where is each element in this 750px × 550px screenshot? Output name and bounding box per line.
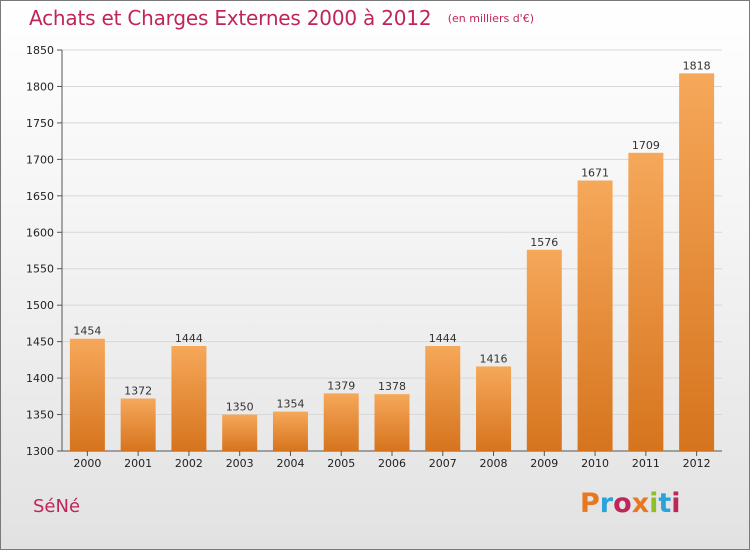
logo-letter: o: [613, 488, 632, 519]
data-label: 1378: [378, 380, 406, 393]
logo-letter: i: [671, 488, 681, 519]
y-tick-label: 1400: [26, 372, 54, 385]
bar: [69, 338, 105, 451]
x-tick-label: 2009: [530, 457, 558, 470]
x-tick-label: 2008: [480, 457, 508, 470]
data-label: 1444: [175, 332, 203, 345]
y-tick-label: 1650: [26, 190, 54, 203]
y-tick-label: 1750: [26, 117, 54, 130]
x-tick-label: 2006: [378, 457, 406, 470]
x-tick-label: 2000: [73, 457, 101, 470]
logo-letter: t: [658, 488, 672, 519]
data-label: 1818: [683, 59, 711, 72]
x-tick-label: 2010: [581, 457, 609, 470]
y-tick-label: 1550: [26, 263, 54, 276]
bar: [222, 414, 258, 451]
data-label: 1354: [276, 398, 304, 411]
bar: [171, 346, 207, 451]
bar: [476, 366, 512, 451]
y-tick-label: 1800: [26, 80, 54, 93]
title-text: Achats et Charges Externes 2000 à 2012: [29, 6, 432, 30]
x-tick-label: 2005: [327, 457, 355, 470]
bar: [577, 180, 613, 452]
logo-letter: i: [649, 488, 659, 519]
data-label: 1444: [429, 332, 457, 345]
y-tick-label: 1500: [26, 299, 54, 312]
commune-name: SéNé: [33, 496, 81, 517]
bar: [272, 411, 308, 451]
x-tick-label: 2004: [276, 457, 304, 470]
chart-title: Achats et Charges Externes 2000 à 2012 (…: [29, 6, 534, 30]
logo-letter: P: [580, 488, 600, 519]
data-label: 1350: [226, 401, 254, 414]
bar: [120, 398, 156, 451]
data-label: 1671: [581, 167, 609, 180]
bar: [323, 393, 359, 451]
y-tick-label: 1700: [26, 153, 54, 166]
bar: [425, 346, 461, 451]
bar: [526, 249, 562, 451]
x-tick-label: 2012: [683, 457, 711, 470]
logo-letter: r: [599, 488, 614, 519]
y-tick-label: 1300: [26, 445, 54, 458]
x-tick-label: 2003: [226, 457, 254, 470]
bar: [628, 152, 664, 451]
y-tick-label: 1600: [26, 226, 54, 239]
data-label: 1709: [632, 139, 660, 152]
bars: [69, 73, 715, 452]
x-tick-label: 2011: [632, 457, 660, 470]
y-tick-label: 1350: [26, 409, 54, 422]
labels: 1300 1350 1400 1450 1500 1550 1600 1650 1700 1750…: [26, 44, 711, 470]
bar: [679, 73, 715, 452]
logo-letter: x: [631, 488, 650, 519]
data-label: 1416: [480, 352, 508, 365]
data-label: 1372: [124, 385, 152, 398]
bar: [374, 394, 410, 451]
y-tick-label: 1450: [26, 336, 54, 349]
x-tick-label: 2007: [429, 457, 457, 470]
data-label: 1379: [327, 379, 355, 392]
x-tick-label: 2001: [124, 457, 152, 470]
proxiti-logo[interactable]: Proxiti: [580, 488, 681, 519]
y-tick-label: 1850: [26, 44, 54, 57]
data-label: 1454: [73, 325, 101, 338]
data-label: 1576: [530, 236, 558, 249]
title-unit: (en milliers d'€): [447, 12, 534, 25]
x-tick-label: 2002: [175, 457, 203, 470]
